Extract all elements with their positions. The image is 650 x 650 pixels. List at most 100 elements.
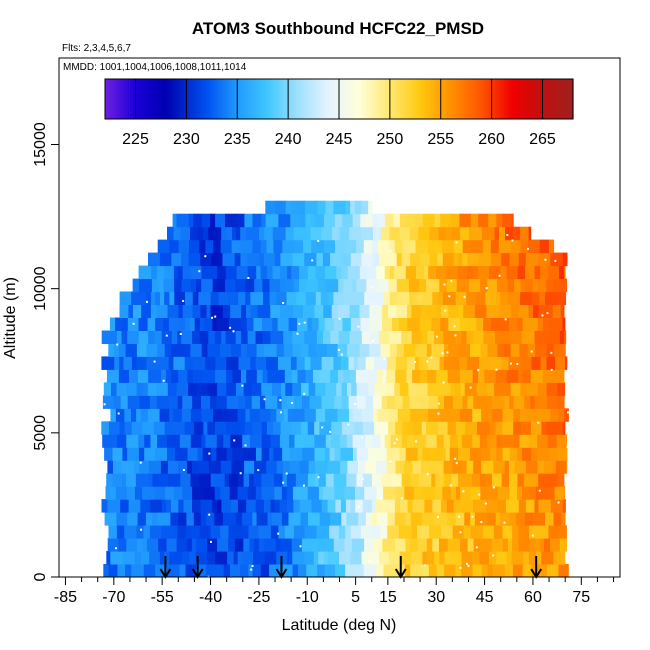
- heatmap-cell: [459, 356, 468, 370]
- colorbar-swatch: [191, 79, 195, 119]
- heatmap-cell: [207, 551, 216, 565]
- colorbar-swatch: [557, 79, 561, 119]
- heatmap-cell: [315, 291, 322, 305]
- heatmap-cell: [192, 291, 199, 305]
- heatmap-cell: [237, 551, 243, 565]
- heatmap-cell: [506, 369, 519, 383]
- heatmap-cell: [307, 473, 316, 487]
- flights-subtitle: Flts: 2,3,4,5,6,7: [62, 43, 131, 54]
- heatmap-cell: [123, 356, 133, 370]
- heatmap-cell: [247, 252, 260, 267]
- heatmap-cell: [553, 278, 561, 293]
- heatmap-cell: [528, 304, 534, 318]
- heatmap-cell: [315, 408, 326, 422]
- heatmap-cell: [112, 447, 124, 461]
- heatmap-cell: [402, 239, 417, 254]
- heatmap-cell: [165, 486, 175, 500]
- heatmap-cell: [301, 538, 313, 552]
- colorbar-swatch: [529, 79, 533, 119]
- heatmap-cell: [291, 200, 299, 215]
- heatmap-cell: [448, 304, 459, 318]
- heatmap-cell: [103, 564, 110, 578]
- heatmap-cell: [445, 265, 459, 280]
- heatmap-cell: [259, 252, 265, 267]
- heatmap-cell: [159, 551, 165, 565]
- heatmap-cell: [555, 356, 566, 370]
- heatmap-cell: [147, 317, 156, 331]
- heatmap-cell: [285, 200, 292, 215]
- heatmap-cell: [434, 551, 440, 565]
- heatmap-cell: [452, 460, 464, 474]
- heatmap-cell: [420, 395, 430, 409]
- heatmap-cell: [273, 447, 283, 461]
- heatmap-cell: [136, 525, 144, 539]
- heatmap-cell: [270, 330, 284, 344]
- heatmap-gap: [426, 473, 429, 476]
- heatmap-cell: [305, 369, 314, 383]
- heatmap-gap: [527, 247, 529, 250]
- heatmap-cell: [373, 538, 383, 552]
- heatmap-cell: [395, 486, 405, 500]
- heatmap-cell: [384, 252, 398, 267]
- heatmap-cell: [477, 265, 490, 280]
- colorbar-swatch: [407, 79, 411, 119]
- x-tick-label: 30: [427, 589, 445, 606]
- heatmap-cell: [407, 499, 414, 513]
- heatmap-cell: [246, 226, 260, 241]
- heatmap-cell: [256, 447, 263, 461]
- heatmap-cell: [155, 317, 164, 331]
- heatmap-cell: [536, 551, 542, 565]
- heatmap-cell: [276, 291, 288, 305]
- heatmap-cell: [183, 499, 193, 513]
- heatmap-cell: [472, 265, 479, 280]
- heatmap-cell: [419, 356, 429, 370]
- heatmap-cell: [156, 382, 169, 396]
- heatmap-gap: [395, 438, 398, 441]
- heatmap-cell: [239, 564, 250, 578]
- colorbar-tick-label: 260: [478, 131, 505, 148]
- heatmap-cell: [401, 252, 411, 267]
- heatmap-cell: [176, 382, 189, 396]
- heatmap-cell: [314, 304, 324, 318]
- heatmap-gap: [557, 501, 560, 504]
- heatmap-cell: [340, 434, 348, 448]
- heatmap-cell: [121, 330, 128, 344]
- colorbar-swatch: [506, 79, 511, 119]
- heatmap-cell: [386, 447, 394, 461]
- heatmap-cell: [442, 486, 452, 500]
- heatmap-cell: [337, 343, 348, 357]
- heatmap-cell: [496, 551, 508, 565]
- heatmap-cell: [160, 460, 169, 474]
- heatmap-cell: [223, 434, 231, 448]
- heatmap-cell: [197, 447, 204, 461]
- heatmap-cell: [509, 317, 519, 331]
- heatmap-cell: [283, 343, 294, 357]
- heatmap-cell: [139, 395, 151, 409]
- heatmap-cell: [115, 486, 128, 500]
- heatmap-cell: [124, 525, 137, 539]
- heatmap-cell: [437, 252, 444, 267]
- heatmap-cell: [397, 408, 411, 422]
- colorbar-swatch: [486, 79, 490, 119]
- colorbar-swatch: [311, 79, 315, 119]
- colorbar-swatch: [450, 79, 455, 119]
- heatmap-cell: [147, 382, 158, 396]
- heatmap-cell: [307, 265, 316, 280]
- heatmap-gap: [251, 565, 254, 567]
- heatmap-cell: [335, 239, 346, 254]
- heatmap-cell: [260, 265, 268, 280]
- heatmap-cell: [237, 213, 245, 228]
- heatmap-cell: [168, 473, 181, 487]
- heatmap-cell: [511, 304, 520, 318]
- heatmap-cell: [257, 304, 271, 318]
- heatmap-cell: [329, 525, 340, 539]
- heatmap-cell: [511, 551, 524, 565]
- heatmap-cell: [285, 226, 295, 241]
- heatmap-cell: [264, 538, 277, 552]
- heatmap-cell: [167, 304, 180, 318]
- heatmap-cell: [554, 486, 565, 500]
- heatmap-cell: [264, 226, 274, 241]
- heatmap-cell: [403, 343, 416, 357]
- heatmap-cell: [133, 304, 142, 318]
